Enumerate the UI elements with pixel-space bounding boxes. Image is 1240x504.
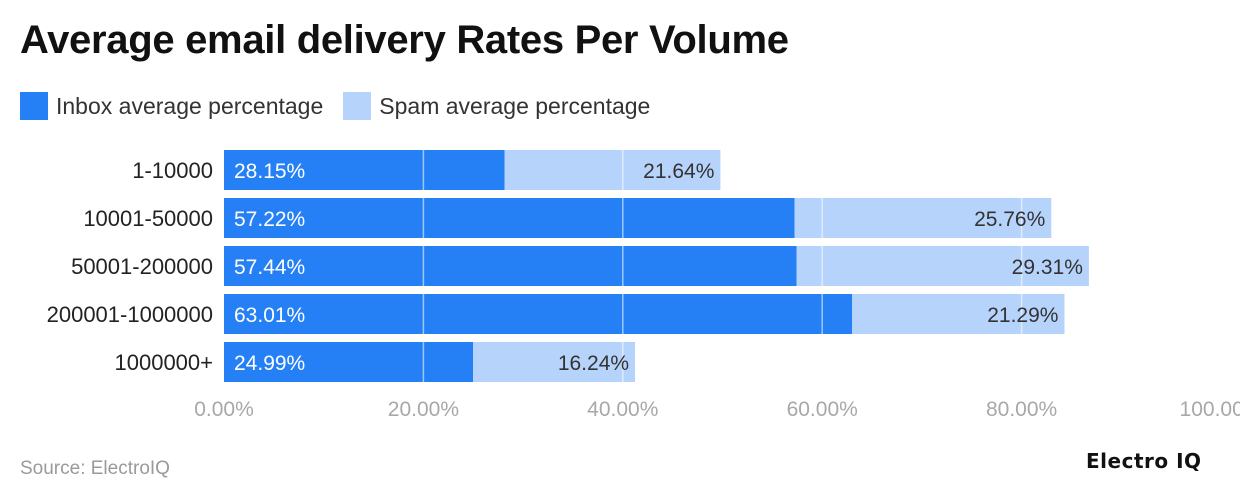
category-label: 10001-50000 <box>83 206 213 231</box>
legend-item-inbox: Inbox average percentage <box>20 92 323 120</box>
legend-label-spam: Spam average percentage <box>379 92 651 119</box>
bar-spam <box>504 150 721 190</box>
category-label: 50001-200000 <box>71 254 213 279</box>
x-tick-label: 80.00% <box>986 398 1057 421</box>
labels-group: 1-10000 28.15% 21.64% 10001-50000 57.22% 25.7… <box>47 158 1240 421</box>
x-tick-label: 0.00% <box>194 398 254 421</box>
data-label-inbox: 57.22% <box>234 208 305 231</box>
chart-title: Average email delivery Rates Per Volume <box>20 18 789 62</box>
x-tick-label: 60.00% <box>787 398 858 421</box>
gridlines-group <box>422 150 1222 382</box>
bar-chart: 1-10000 28.15% 21.64% 10001-50000 57.22% 25.7… <box>47 150 1240 421</box>
legend-swatch-spam <box>343 92 372 120</box>
x-tick-label: 100.00% <box>1180 398 1240 421</box>
bar-spam <box>473 342 636 382</box>
data-label-spam: 25.76% <box>974 208 1045 231</box>
bar-inbox <box>224 198 795 238</box>
bars-group <box>224 150 1089 382</box>
chart-legend: Inbox average percentage Spam average pe… <box>20 92 670 120</box>
legend-item-spam: Spam average percentage <box>343 92 650 120</box>
x-tick-label: 40.00% <box>587 398 658 421</box>
bar-spam <box>852 294 1065 334</box>
bar-spam <box>796 246 1089 286</box>
legend-swatch-inbox <box>20 92 48 120</box>
data-label-inbox: 57.44% <box>234 256 305 279</box>
bar-inbox <box>224 342 474 382</box>
data-label-spam: 16.24% <box>558 352 629 375</box>
x-tick-label: 20.00% <box>388 398 459 421</box>
data-label-inbox: 24.99% <box>234 352 305 375</box>
brand-logo: Electro IQ <box>1086 449 1202 473</box>
data-label-spam: 21.64% <box>643 160 714 183</box>
data-label-spam: 21.29% <box>987 304 1058 327</box>
category-label: 1-10000 <box>132 158 213 183</box>
legend-label-inbox: Inbox average percentage <box>56 92 324 119</box>
source-note: Source: ElectroIQ <box>20 458 170 479</box>
data-label-inbox: 63.01% <box>234 304 305 327</box>
data-label-inbox: 28.15% <box>234 160 305 183</box>
bar-inbox <box>224 246 797 286</box>
bar-inbox <box>224 294 853 334</box>
data-label-spam: 29.31% <box>1012 256 1083 279</box>
bar-inbox <box>224 150 505 190</box>
category-label: 1000000+ <box>115 350 214 375</box>
category-label: 200001-1000000 <box>47 302 213 327</box>
bar-spam <box>794 198 1052 238</box>
